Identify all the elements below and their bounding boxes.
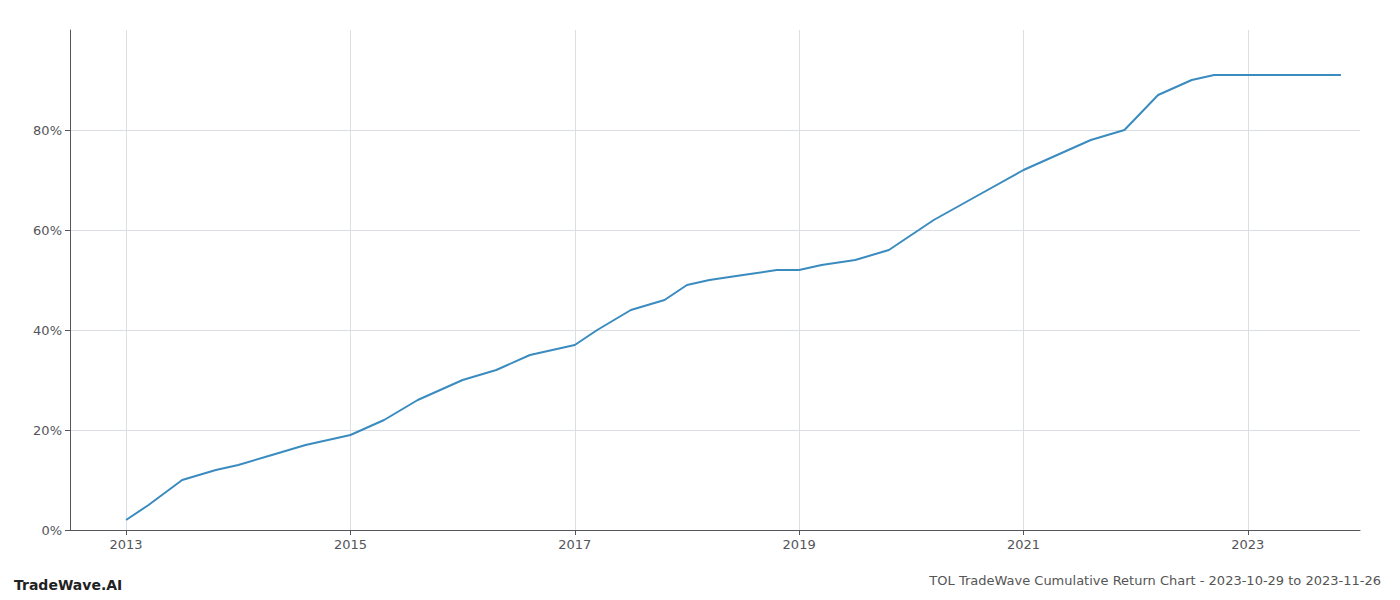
svg-text:2019: 2019 xyxy=(783,537,816,552)
svg-text:2021: 2021 xyxy=(1007,537,1040,552)
svg-text:40%: 40% xyxy=(33,323,62,338)
svg-text:60%: 60% xyxy=(33,223,62,238)
svg-text:TradeWave.AI: TradeWave.AI xyxy=(14,577,122,593)
svg-text:20%: 20% xyxy=(33,423,62,438)
svg-text:2023: 2023 xyxy=(1231,537,1264,552)
svg-text:2017: 2017 xyxy=(558,537,591,552)
svg-text:2015: 2015 xyxy=(334,537,367,552)
svg-text:80%: 80% xyxy=(33,123,62,138)
svg-text:0%: 0% xyxy=(41,523,62,538)
svg-text:2013: 2013 xyxy=(110,537,143,552)
svg-text:TOL TradeWave Cumulative Retur: TOL TradeWave Cumulative Return Chart - … xyxy=(928,573,1381,588)
